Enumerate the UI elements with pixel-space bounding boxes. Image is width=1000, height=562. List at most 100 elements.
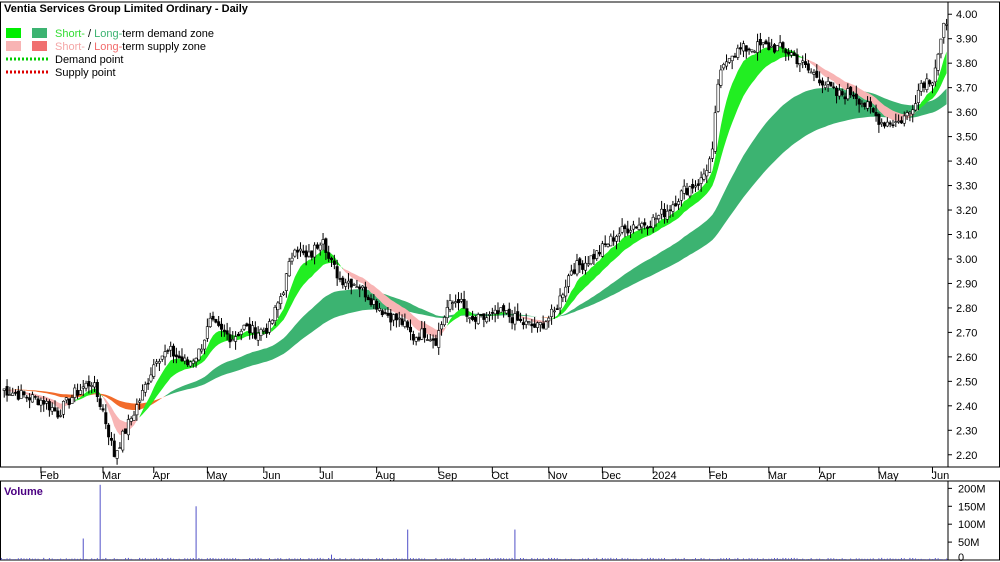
- candle-body: [45, 400, 49, 404]
- price-panel: [2, 18, 949, 465]
- candle-body: [358, 286, 362, 290]
- candle-body: [764, 40, 768, 45]
- candle-body: [665, 210, 669, 220]
- candle-body: [25, 396, 29, 399]
- x-tick-label: Nov: [548, 470, 568, 482]
- candle-body: [234, 336, 238, 342]
- candle-body: [205, 326, 209, 339]
- candle-body: [50, 407, 54, 412]
- candle-body: [47, 401, 51, 411]
- candle-body: [792, 52, 796, 56]
- x-tick-label: Mar: [768, 470, 787, 482]
- candle-body: [282, 292, 286, 296]
- candle-body: [315, 244, 319, 249]
- candle-body: [335, 266, 339, 279]
- candle-body: [59, 415, 63, 417]
- long-term-zone-supply-segment: [4, 388, 166, 411]
- candle-body: [425, 339, 429, 341]
- candle-body: [595, 250, 599, 259]
- candle-body: [493, 309, 497, 315]
- candle-body: [22, 391, 26, 396]
- candle-body: [267, 321, 271, 333]
- candle-body: [138, 400, 142, 403]
- candle-body: [558, 295, 562, 309]
- x-tick-label: Jul: [319, 470, 333, 482]
- candle-body: [248, 323, 252, 334]
- candle-body: [194, 357, 198, 363]
- price-tick-label: 3.30: [956, 181, 977, 193]
- candle-body: [945, 24, 949, 26]
- candle-body: [761, 42, 765, 45]
- candle-body: [273, 306, 277, 322]
- price-tick-label: 2.90: [956, 278, 977, 290]
- candle-body: [885, 121, 889, 127]
- price-tick-label: 3.60: [956, 107, 977, 119]
- candle-body: [643, 222, 647, 226]
- candle-body: [112, 440, 116, 457]
- candle-body: [513, 313, 517, 325]
- candle-body: [225, 330, 229, 335]
- candle-body: [383, 312, 387, 314]
- candle-body: [101, 408, 105, 411]
- candle-body: [95, 381, 99, 397]
- legend-label: Short- / Long-term supply zone: [55, 41, 206, 53]
- price-tick-label: 2.40: [956, 401, 977, 413]
- candle-body: [270, 319, 274, 324]
- candle-body: [214, 319, 218, 323]
- candle-body: [600, 243, 604, 257]
- candle-body: [87, 381, 91, 387]
- candle-body: [355, 286, 359, 289]
- candle-body: [781, 42, 785, 49]
- candle-body: [654, 218, 658, 221]
- x-tick-label: Dec: [601, 470, 621, 482]
- x-tick-label: Apr: [819, 470, 836, 482]
- candle-body: [208, 317, 212, 327]
- candle-body: [186, 359, 190, 366]
- candle-body: [369, 298, 373, 305]
- candle-body: [428, 339, 432, 342]
- price-tick-label: 2.80: [956, 303, 977, 315]
- candle-body: [933, 67, 937, 83]
- candle-body: [544, 321, 548, 330]
- candle-body: [341, 277, 345, 286]
- candle-body: [310, 250, 314, 258]
- short-term-zone-demand-segment: [139, 249, 343, 418]
- candle-body: [502, 305, 506, 312]
- candle-body: [64, 397, 68, 401]
- x-tick-label: Mar: [102, 470, 121, 482]
- candle-body: [564, 286, 568, 297]
- candle-body: [722, 64, 726, 69]
- candle-body: [880, 122, 884, 125]
- candle-body: [70, 397, 74, 404]
- candle-body: [812, 72, 816, 75]
- candle-body: [521, 322, 525, 326]
- candle-body: [629, 230, 633, 233]
- candle-body: [451, 302, 455, 304]
- candle-body: [107, 424, 111, 438]
- candle-body: [135, 404, 139, 416]
- candle-body: [919, 82, 923, 92]
- short-term-zone-supply-segment: [805, 58, 919, 122]
- candle-body: [835, 87, 839, 96]
- candle-body: [284, 273, 288, 291]
- candle-body: [897, 120, 901, 123]
- price-y-ticks: 2.20 2.30 2.40 2.50 2.60 2.70 2.80 2.90 3.00 3.10…: [948, 9, 977, 462]
- candle-body: [67, 398, 71, 406]
- volume-tick-label: 50M: [958, 537, 979, 549]
- candle-body: [911, 109, 915, 115]
- candle-body: [456, 299, 460, 304]
- candle-body: [301, 250, 305, 254]
- candle-body: [124, 428, 128, 434]
- candle-body: [634, 226, 638, 229]
- candle-body: [431, 338, 435, 341]
- candle-body: [56, 410, 60, 418]
- candle-body: [866, 101, 870, 109]
- short-term-zone-supply-segment: [342, 268, 448, 339]
- candle-body: [476, 314, 480, 324]
- candle-body: [688, 186, 692, 197]
- candle-body: [589, 255, 593, 265]
- candle-body: [894, 121, 898, 123]
- candle-body: [93, 382, 97, 388]
- candle-body: [572, 269, 576, 274]
- candle-body: [533, 323, 537, 328]
